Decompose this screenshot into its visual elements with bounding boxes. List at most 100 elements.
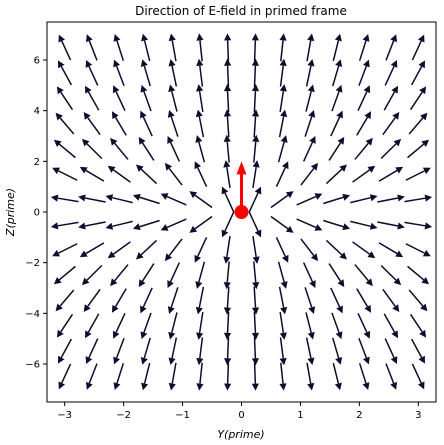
- field-arrow: [168, 312, 178, 340]
- field-arrow: [196, 84, 204, 112]
- field-arrow: [105, 220, 133, 230]
- field-arrow: [279, 58, 287, 87]
- field-arrow: [111, 111, 127, 136]
- field-arrow: [405, 243, 431, 257]
- field-arrow: [56, 313, 74, 338]
- field-arrow: [252, 134, 260, 163]
- y-axis-ticks: −6 −4 −2 0 2 4 6: [25, 56, 47, 371]
- velocity-arrow: [236, 161, 247, 212]
- y-tick-label: 2: [34, 157, 40, 168]
- field-arrow: [354, 264, 373, 287]
- field-arrow: [331, 84, 343, 112]
- field-arrow: [275, 161, 289, 188]
- field-arrow: [325, 164, 347, 185]
- field-arrow: [410, 60, 425, 86]
- field-arrow: [328, 136, 345, 161]
- field-arrow: [223, 109, 232, 138]
- field-arrow: [332, 362, 342, 391]
- field-arrow: [385, 363, 397, 390]
- field-arrow: [302, 135, 316, 162]
- field-arrow: [79, 166, 105, 182]
- field-arrow: [300, 162, 319, 186]
- field-arrow: [168, 33, 177, 62]
- field-arrow: [85, 85, 100, 111]
- field-arrow: [378, 166, 404, 182]
- field-arrow: [105, 194, 133, 204]
- field-arrow: [358, 59, 370, 87]
- field-arrow: [251, 337, 259, 366]
- field-arrow: [409, 313, 427, 338]
- field-arrow: [110, 264, 129, 287]
- field-arrow: [296, 193, 323, 206]
- field-arrow: [223, 286, 232, 315]
- field-arrow: [302, 262, 316, 289]
- field-arrow: [377, 221, 405, 230]
- field-arrow: [132, 193, 160, 205]
- field-arrow: [223, 58, 232, 87]
- field-arrow: [195, 286, 205, 315]
- field-arrow: [352, 165, 376, 183]
- y-tick-label: −2: [25, 258, 40, 269]
- x-tick-label: −1: [175, 410, 190, 421]
- field-arrow: [52, 167, 78, 181]
- charge-and-velocity: [234, 161, 249, 219]
- field-arrow: [138, 263, 155, 288]
- field-arrow: [160, 193, 187, 206]
- field-arrow: [380, 264, 402, 286]
- field-arrow: [112, 312, 126, 339]
- field-arrow: [385, 34, 397, 61]
- field-arrow: [248, 186, 262, 213]
- field-arrow: [248, 211, 262, 238]
- y-tick-label: 4: [34, 106, 40, 117]
- field-arrow: [138, 136, 155, 161]
- field-arrow: [113, 337, 125, 365]
- field-arrow: [58, 34, 72, 61]
- field-arrow: [167, 135, 181, 162]
- field-arrow: [168, 362, 177, 391]
- x-axis-ticks: −3 −2 −1 0 1 2 3: [57, 402, 422, 421]
- field-arrow: [277, 261, 288, 289]
- x-axis-label: Y(prime): [217, 428, 264, 441]
- field-arrow: [140, 312, 152, 340]
- field-arrow: [306, 33, 315, 62]
- field-arrow: [358, 337, 370, 365]
- field-arrow: [58, 363, 72, 390]
- field-arrow: [251, 109, 260, 138]
- field-arrow: [407, 139, 430, 159]
- field-arrow: [409, 86, 427, 111]
- field-arrow: [168, 84, 178, 112]
- field-arrow: [196, 312, 204, 340]
- field-arrow: [279, 362, 287, 391]
- field-arrow: [221, 186, 235, 213]
- field-arrow: [107, 241, 131, 259]
- field-arrow: [141, 33, 151, 62]
- field-arrow: [83, 288, 101, 312]
- field-arrow: [384, 338, 398, 365]
- x-tick-label: 1: [297, 410, 303, 421]
- field-arrow: [78, 221, 106, 230]
- field-arrow: [305, 58, 315, 87]
- field-arrow: [223, 236, 231, 264]
- y-axis-label: Z(prime): [4, 188, 17, 237]
- field-arrow: [85, 313, 100, 339]
- field-arrow: [140, 59, 151, 87]
- field-arrow: [168, 337, 178, 366]
- field-arrow: [85, 59, 99, 86]
- field-arrows: [50, 33, 433, 391]
- field-arrow: [305, 84, 315, 112]
- field-arrow: [113, 59, 125, 87]
- field-arrow: [50, 194, 79, 203]
- field-arrow: [383, 85, 398, 111]
- field-arrow: [136, 164, 158, 185]
- field-arrow: [223, 160, 231, 188]
- field-arrow: [300, 238, 319, 262]
- field-arrow: [251, 311, 260, 340]
- field-arrow: [164, 162, 183, 186]
- x-tick-label: −2: [116, 410, 131, 421]
- field-arrow: [53, 265, 76, 285]
- field-arrow: [356, 111, 372, 136]
- field-arrow: [85, 34, 98, 61]
- field-arrow: [323, 219, 351, 231]
- field-arrow: [196, 337, 204, 366]
- field-arrow: [223, 134, 231, 163]
